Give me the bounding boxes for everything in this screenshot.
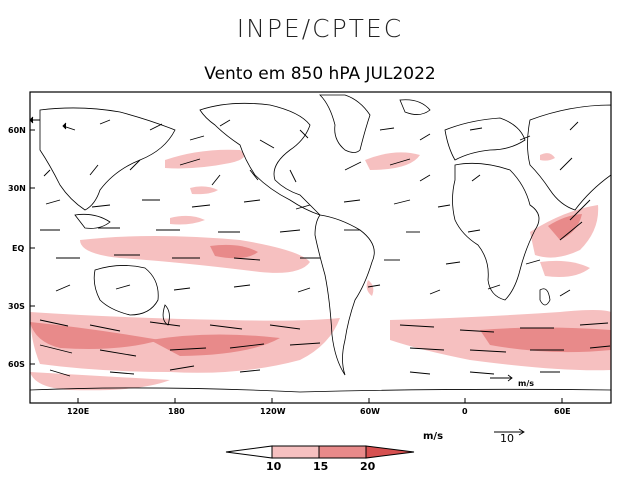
lon-ticks bbox=[77, 398, 563, 403]
header-title: INPE/CPTEC bbox=[236, 14, 404, 43]
legend-tick-15: 15 bbox=[313, 460, 329, 473]
inset-reference-vector: m/s bbox=[490, 374, 534, 388]
lon-label-120e: 120E bbox=[67, 407, 89, 416]
lat-label-60n: 60N bbox=[8, 126, 26, 135]
lat-ticks bbox=[30, 129, 35, 365]
reference-vector-label: 10 bbox=[500, 432, 514, 445]
lon-label-60w: 60W bbox=[360, 407, 380, 416]
lon-label-0: 0 bbox=[462, 407, 468, 416]
legend-tick-20: 20 bbox=[360, 460, 376, 473]
lat-label-60s: 60S bbox=[8, 360, 25, 369]
legend-tick-10: 10 bbox=[266, 460, 282, 473]
lat-label-30s: 30S bbox=[8, 302, 25, 311]
coastlines bbox=[30, 94, 611, 393]
reference-vector bbox=[494, 428, 525, 436]
map-title: Vento em 850 hPA JUL2022 bbox=[204, 64, 436, 84]
legend-unit: m/s bbox=[423, 431, 444, 442]
lon-label-60e: 60E bbox=[554, 407, 571, 416]
wind-speed-shading bbox=[30, 149, 611, 391]
lon-label-180: 180 bbox=[168, 407, 185, 416]
lat-label-eq: EQ bbox=[12, 244, 24, 253]
wind-vectors bbox=[30, 116, 611, 377]
lon-label-120w: 120W bbox=[260, 407, 286, 416]
lat-label-30n: 30N bbox=[8, 184, 26, 193]
inset-unit-label: m/s bbox=[518, 379, 534, 388]
color-legend bbox=[225, 445, 415, 459]
